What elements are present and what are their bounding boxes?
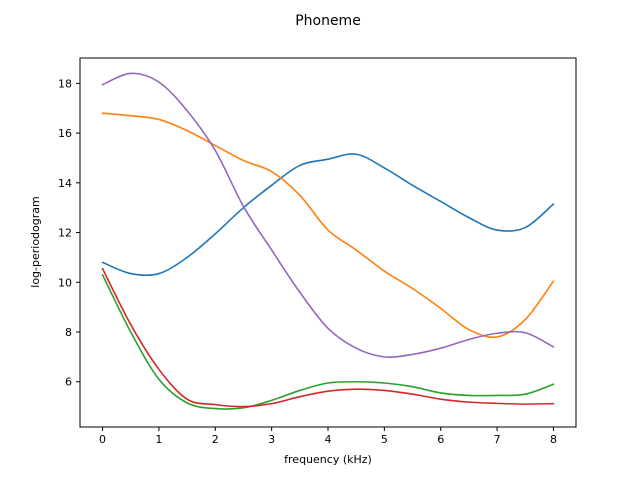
x-tick-label: 1 <box>155 433 162 446</box>
y-tick-label: 16 <box>58 127 72 140</box>
x-tick-label: 0 <box>99 433 106 446</box>
y-tick-label: 6 <box>65 376 72 389</box>
series-green-line <box>101 274 555 410</box>
x-tick-label: 5 <box>381 433 388 446</box>
x-tick-label: 7 <box>494 433 501 446</box>
series-orange-line <box>101 112 555 339</box>
y-tick-label: 18 <box>58 77 72 90</box>
series-blue-line <box>101 153 555 277</box>
series-red-line <box>101 267 555 408</box>
x-tick-label: 6 <box>437 433 444 446</box>
x-tick-label: 3 <box>268 433 275 446</box>
series-purple-line <box>101 72 555 358</box>
x-axis-ticks: 0 1 2 3 4 5 6 7 8 <box>99 427 557 446</box>
plot-series <box>101 72 555 410</box>
y-tick-label: 8 <box>65 326 72 339</box>
x-axis-label: frequency (kHz) <box>284 453 372 466</box>
y-axis-label: log-periodogram <box>29 196 42 287</box>
y-tick-label: 10 <box>58 276 72 289</box>
y-tick-label: 14 <box>58 177 72 190</box>
x-tick-label: 4 <box>325 433 332 446</box>
x-tick-label: 8 <box>550 433 557 446</box>
chart-title: Phoneme <box>295 13 361 29</box>
y-tick-label: 12 <box>58 227 72 240</box>
y-axis-ticks: 6 8 10 12 14 16 18 <box>58 77 80 389</box>
x-tick-label: 2 <box>212 433 219 446</box>
